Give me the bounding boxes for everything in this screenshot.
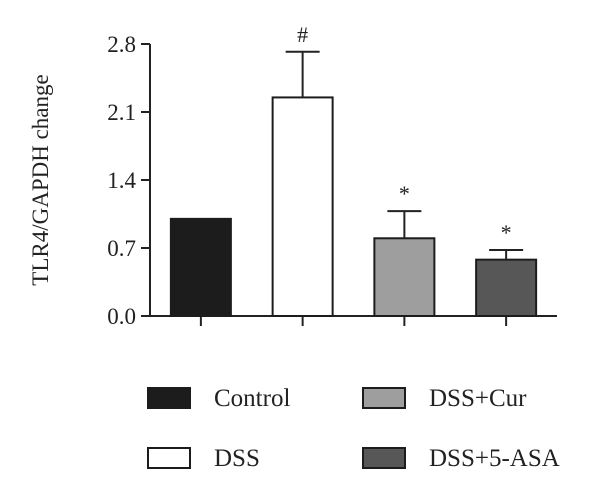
significance-marker: # [297,22,308,47]
legend-swatch [362,447,406,469]
legend-label: DSS+5-ASA [429,445,560,472]
bar-dss [271,96,334,317]
legend-swatch [147,447,191,469]
chart-annotations: # * * [297,22,512,245]
y-tick-labels: 0.0 0.7 1.4 2.1 2.8 [107,32,136,329]
legend-label: DSS [214,445,260,472]
significance-marker: * [399,181,410,206]
y-tick-label: 0.7 [107,236,136,261]
legend-swatch [362,387,406,409]
bar-dss-5-asa [475,258,538,317]
legend: Control DSS+Cur DSS DSS+5-ASA [147,385,560,472]
legend-swatch [147,387,191,409]
chart-error-bars [285,50,524,260]
y-axis-title: TLR4/GAPDH change [28,74,53,285]
bar-dss-cur [373,237,436,318]
y-tick-label: 2.1 [107,100,136,125]
y-tick-label: 0.0 [107,304,136,329]
significance-marker: * [501,220,512,245]
legend-label: DSS+Cur [429,385,527,412]
y-tick-label: 2.8 [107,32,136,57]
bar-control [169,217,232,318]
chart-bars [169,96,538,318]
y-tick-label: 1.4 [107,168,136,193]
legend-label: Control [214,385,290,412]
